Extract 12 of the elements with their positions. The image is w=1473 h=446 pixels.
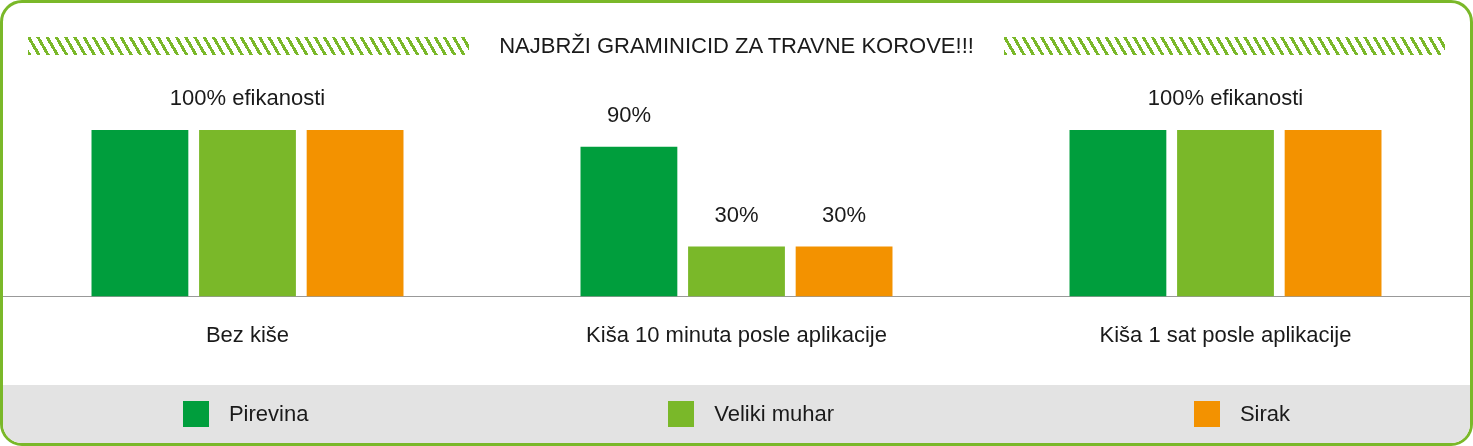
data-label: 100% efikanosti — [1147, 85, 1304, 111]
data-label: 90% — [606, 101, 651, 127]
x-tick-label: Kiša 10 minuta posle aplikacije — [586, 321, 887, 347]
data-label: 30% — [714, 201, 759, 227]
chart-title: NAJBRŽI GRAMINICID ZA TRAVNE KOROVE!!! — [499, 33, 974, 59]
x-tick-label: Bez kiše — [205, 321, 290, 347]
x-tick-label: Kiša 1 sat posle aplikacije — [1099, 321, 1352, 347]
legend-label: Sirak — [1239, 401, 1291, 427]
legend-label: Veliki muhar — [714, 401, 835, 427]
legend-label: Pirevina — [228, 401, 309, 427]
data-label: 30% — [822, 201, 867, 227]
data-label: 100% efikanosti — [169, 85, 326, 111]
